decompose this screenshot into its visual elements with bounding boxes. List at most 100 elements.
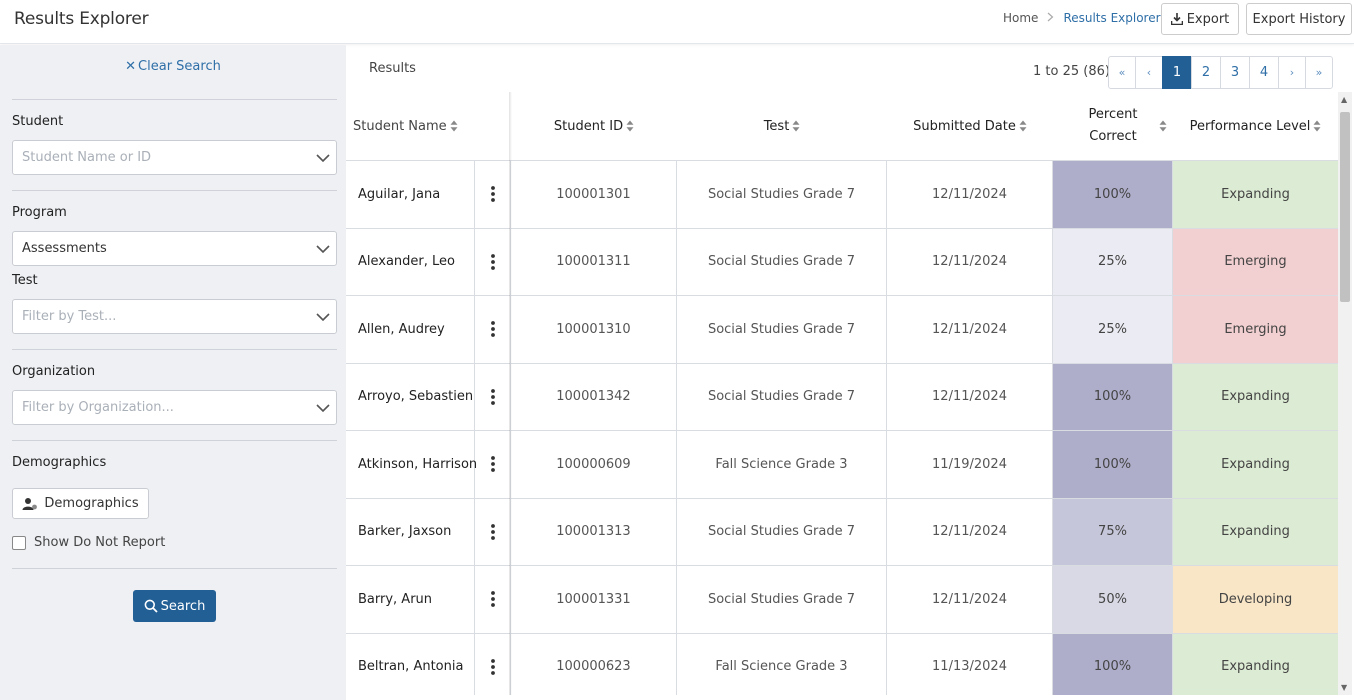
breadcrumb-home-link[interactable]: Home <box>1003 11 1039 25</box>
organization-label: Organization <box>12 364 96 379</box>
percent-correct-cell: 25% <box>1053 296 1173 363</box>
chevron-down-icon <box>316 404 330 413</box>
page-2-button[interactable]: 2 <box>1191 56 1221 89</box>
student-search-select[interactable]: Student Name or ID <box>12 140 337 175</box>
test-cell: Social Studies Grade 7 <box>677 498 887 565</box>
percent-correct-cell: 25% <box>1053 228 1173 295</box>
program-select[interactable]: Assessments <box>12 231 337 266</box>
sort-icon <box>792 120 800 132</box>
results-table: Student Name Student ID Test Submitted D… <box>346 92 1338 695</box>
program-value: Assessments <box>22 241 107 256</box>
export-button[interactable]: Export <box>1161 3 1239 35</box>
scroll-up-icon[interactable]: ▲ <box>1341 95 1348 104</box>
column-header-percent-correct[interactable]: Percent Correct <box>1053 92 1173 160</box>
row-menu-button[interactable] <box>475 296 511 363</box>
search-button[interactable]: Search <box>133 590 216 622</box>
row-menu-button[interactable] <box>475 228 511 295</box>
submitted-date-cell: 11/13/2024 <box>887 633 1053 695</box>
student-id-cell: 100000609 <box>511 431 677 498</box>
student-id-cell: 100001311 <box>511 228 677 295</box>
sort-icon <box>626 120 634 132</box>
clear-search-link[interactable]: ✕ Clear Search <box>0 59 346 74</box>
row-menu-button[interactable] <box>475 566 511 633</box>
close-icon: ✕ <box>125 59 137 74</box>
column-label: Submitted Date <box>913 118 1016 134</box>
search-button-label: Search <box>160 598 206 614</box>
submitted-date-cell: 12/11/2024 <box>887 566 1053 633</box>
row-menu-button[interactable] <box>475 498 511 565</box>
column-header-test[interactable]: Test <box>677 92 887 160</box>
student-name-cell[interactable]: Barry, Arun <box>346 566 475 633</box>
student-name-cell[interactable]: Beltran, Antonia <box>346 633 475 695</box>
student-name-cell[interactable]: Arroyo, Sebastien <box>346 363 475 430</box>
percent-correct-cell: 75% <box>1053 498 1173 565</box>
pagination: « ‹ 1 2 3 4 › » <box>1108 56 1333 89</box>
breadcrumb: Home Results Explorer <box>1003 11 1161 25</box>
table-row: Arroyo, Sebastien 100001342 Social Studi… <box>346 363 1338 431</box>
download-icon <box>1170 13 1183 25</box>
table-row: Barker, Jaxson 100001313 Social Studies … <box>346 498 1338 566</box>
student-name-cell[interactable]: Aguilar, Jana <box>346 161 475 228</box>
scrollbar-thumb[interactable] <box>1340 112 1350 302</box>
column-header-performance-level[interactable]: Performance Level <box>1173 92 1338 160</box>
student-name-cell[interactable]: Atkinson, Harrison <box>346 431 477 498</box>
test-cell: Social Studies Grade 7 <box>677 228 887 295</box>
row-menu-button[interactable] <box>475 363 511 430</box>
table-scrollbar[interactable]: ▲ ▼ <box>1338 92 1352 695</box>
row-menu-button[interactable] <box>475 431 511 498</box>
chevron-down-icon <box>316 245 330 254</box>
performance-level-cell: Expanding <box>1173 498 1338 565</box>
page-3-button[interactable]: 3 <box>1220 56 1250 89</box>
breadcrumb-current: Results Explorer <box>1063 11 1161 25</box>
page-4-button[interactable]: 4 <box>1249 56 1279 89</box>
export-history-button[interactable]: Export History <box>1246 3 1352 35</box>
test-select[interactable]: Filter by Test... <box>12 299 337 334</box>
prev-page-button[interactable]: ‹ <box>1135 56 1163 89</box>
show-dnr-checkbox[interactable] <box>12 535 26 550</box>
page-title: Results Explorer <box>14 9 149 29</box>
page-1-button[interactable]: 1 <box>1162 56 1192 89</box>
last-page-button[interactable]: » <box>1305 56 1333 89</box>
submitted-date-cell: 12/11/2024 <box>887 498 1053 565</box>
divider <box>12 568 337 569</box>
column-header-student-id[interactable]: Student ID <box>511 92 677 160</box>
student-id-cell: 100001331 <box>511 566 677 633</box>
next-page-button[interactable]: › <box>1278 56 1306 89</box>
search-icon <box>144 599 158 613</box>
test-cell: Social Studies Grade 7 <box>677 566 887 633</box>
row-menu-button[interactable] <box>475 633 511 695</box>
column-label: Percent Correct <box>1088 107 1138 144</box>
sort-icon <box>450 120 458 132</box>
performance-level-cell: Developing <box>1173 566 1338 633</box>
student-name-cell[interactable]: Barker, Jaxson <box>346 498 475 565</box>
table-row: Barry, Arun 100001331 Social Studies Gra… <box>346 566 1338 634</box>
student-name-cell[interactable]: Allen, Audrey <box>346 296 475 363</box>
show-dnr-option[interactable]: Show Do Not Report <box>12 535 165 550</box>
student-label: Student <box>12 114 64 129</box>
submitted-date-cell: 12/11/2024 <box>887 363 1053 430</box>
program-label: Program <box>12 205 67 220</box>
percent-correct-cell: 50% <box>1053 566 1173 633</box>
frozen-column-shadow <box>509 92 512 695</box>
demographics-button[interactable]: Demographics <box>12 488 149 519</box>
more-vertical-icon <box>490 591 495 608</box>
first-page-button[interactable]: « <box>1108 56 1136 89</box>
performance-level-cell: Emerging <box>1173 296 1338 363</box>
test-cell: Social Studies Grade 7 <box>677 296 887 363</box>
table-row: Beltran, Antonia 100000623 Fall Science … <box>346 633 1338 695</box>
column-header-student-name[interactable]: Student Name <box>346 92 511 160</box>
test-cell: Fall Science Grade 3 <box>677 431 887 498</box>
column-label: Student ID <box>553 118 624 134</box>
row-menu-button[interactable] <box>475 161 511 228</box>
organization-select[interactable]: Filter by Organization... <box>12 390 337 425</box>
student-name-cell[interactable]: Alexander, Leo <box>346 228 475 295</box>
student-id-cell: 100001342 <box>511 363 677 430</box>
more-vertical-icon <box>490 186 495 203</box>
table-row: Alexander, Leo 100001311 Social Studies … <box>346 228 1338 296</box>
organization-placeholder: Filter by Organization... <box>22 400 174 415</box>
percent-correct-cell: 100% <box>1053 161 1173 228</box>
sort-icon <box>1019 120 1027 132</box>
filter-sidebar: ✕ Clear Search Student Student Name or ID… <box>0 45 346 700</box>
scroll-down-icon[interactable]: ▼ <box>1341 683 1348 692</box>
column-header-submitted-date[interactable]: Submitted Date <box>887 92 1053 160</box>
